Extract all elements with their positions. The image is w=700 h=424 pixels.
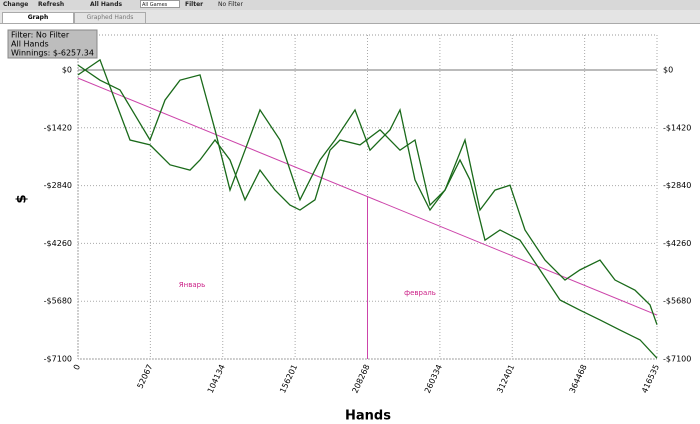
x-tick-label: 52067 — [136, 363, 155, 390]
refresh-button[interactable]: Refresh — [38, 1, 65, 8]
filter-text: Winnings: $-6257.34 — [11, 49, 94, 58]
y-tick-label: -$4260 — [44, 239, 72, 248]
tab-bar: Graph Graphed Hands — [0, 10, 700, 24]
y-tick-label: $0 — [62, 66, 72, 75]
x-tick-label: 104134 — [206, 363, 227, 394]
x-tick-label: 416535 — [640, 363, 661, 394]
games-dropdown[interactable]: All Games — [140, 0, 180, 8]
y-tick-label: -$2840 — [44, 181, 72, 190]
filter-button[interactable]: Filter — [185, 1, 204, 8]
tab[interactable]: Graphed Hands — [74, 12, 146, 23]
x-tick-label: 156201 — [278, 363, 299, 394]
toolbar: Change Refresh All Hands All Games Filte… — [0, 0, 700, 10]
y-tick-label: -$7100 — [44, 355, 72, 364]
y-tick-label: -$7100 — [663, 355, 691, 364]
annotation: февраль — [404, 289, 436, 297]
y-tick-label: -$4260 — [663, 239, 691, 248]
filter-box — [7, 29, 98, 59]
filter-value: No Filter — [218, 1, 243, 8]
change-button[interactable]: Change — [3, 1, 29, 8]
x-tick-label: 312401 — [495, 363, 516, 394]
y-tick-label: -$2840 — [663, 181, 691, 190]
y-tick-label: $0 — [663, 66, 673, 75]
hands-button[interactable]: All Hands — [90, 1, 123, 8]
y-tick-label: -$1420 — [44, 123, 72, 132]
filter-text: All Hands — [11, 40, 49, 49]
series-line — [77, 58, 658, 359]
chart: Hands $ Январь февраль -$7100 -$7100 -$568… — [7, 29, 691, 424]
x-tick-label: 0 — [72, 363, 82, 371]
y-tick-label: -$1420 — [663, 123, 691, 132]
y-tick-label: -$5680 — [44, 297, 72, 306]
y-axis-label: $ — [15, 194, 30, 203]
y-tick-label: -$5680 — [663, 297, 691, 306]
x-axis-label: Hands — [345, 409, 391, 424]
x-tick-label: 260334 — [423, 363, 444, 394]
series-line — [77, 64, 658, 325]
tab[interactable]: Graph — [2, 12, 74, 23]
x-tick-label: 364468 — [568, 363, 589, 394]
annotation: Январь — [179, 281, 205, 289]
filter-text: Filter: No Filter — [11, 31, 70, 40]
x-tick-label: 208268 — [351, 363, 372, 394]
